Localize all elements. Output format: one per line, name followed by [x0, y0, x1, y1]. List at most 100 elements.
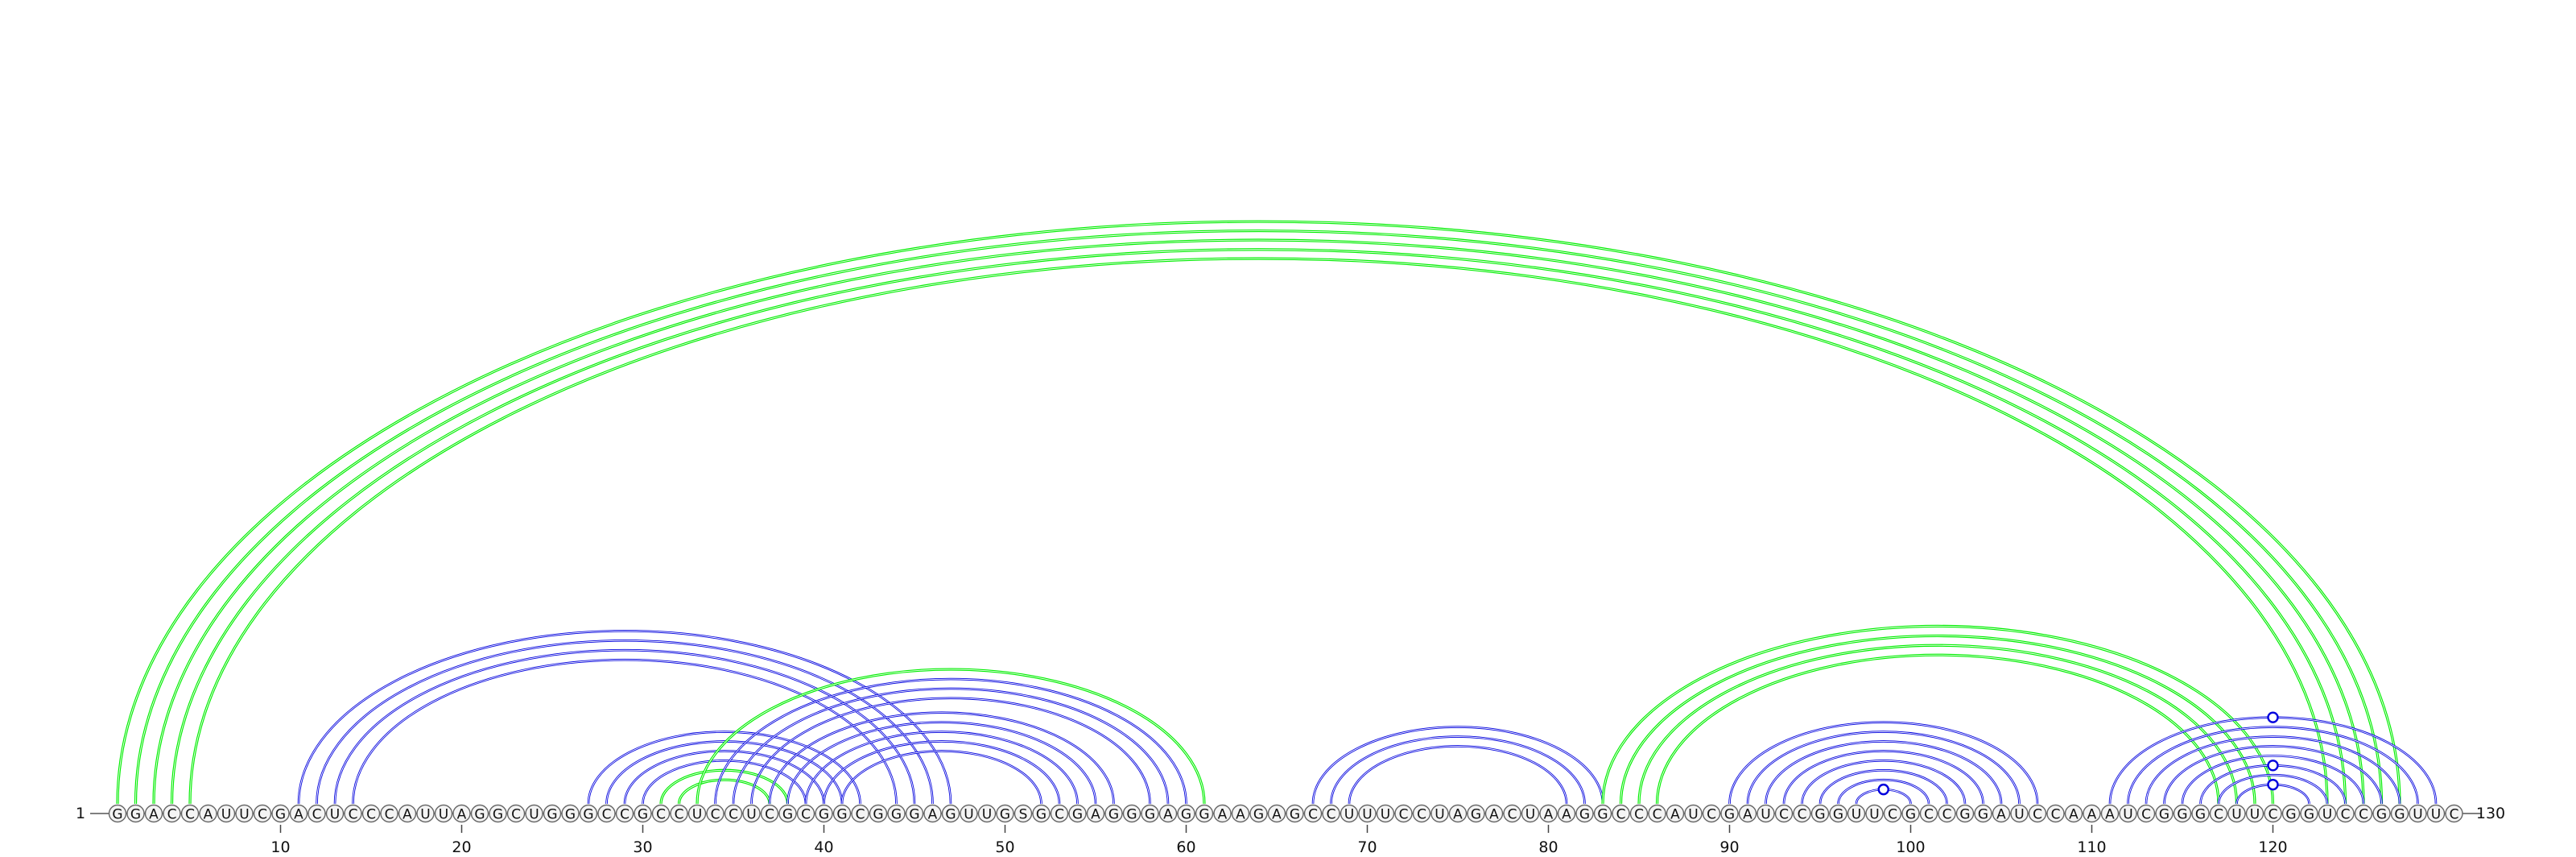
nucleotide-circle — [2083, 804, 2101, 823]
nucleotide-56: G — [1104, 804, 1123, 823]
nucleotide-circle — [1810, 804, 1830, 823]
nucleotide-circle — [1448, 804, 1468, 823]
nucleotide-circle — [1032, 804, 1051, 823]
nucleotide-5: C — [180, 804, 200, 823]
nucleotide-circle — [108, 804, 127, 823]
arc-core-34-60 — [715, 678, 1187, 805]
nucleotide-41: G — [832, 804, 852, 823]
pseudoknot-arc-84-119 — [1619, 634, 2256, 805]
nucleotide-letter: A — [1163, 807, 1173, 823]
arc-core-41-52 — [841, 750, 1042, 805]
nucleotide-letter: C — [2141, 807, 2151, 823]
nucleotide-circle — [2245, 804, 2264, 823]
nucleotide-letter: G — [1108, 807, 1119, 823]
axis-tick-label-30: 30 — [633, 838, 652, 856]
arc-core-27-42 — [588, 731, 861, 805]
nucleotide-circle — [2264, 804, 2282, 823]
nucleotide-44: G — [887, 804, 906, 823]
nucleotide-letter: A — [1272, 807, 1282, 823]
nucleotide-letter: G — [1959, 807, 1970, 823]
nucleotide-letter: U — [1869, 807, 1879, 823]
nucleotide-letter: A — [1236, 807, 1245, 823]
arc-core-83-120 — [1602, 625, 2273, 805]
nucleotide-letter: G — [547, 807, 557, 823]
nucleotide-circle — [2010, 804, 2029, 823]
nucleotide-letter: C — [2268, 807, 2278, 823]
nucleotide-118: U — [2227, 804, 2246, 823]
nucleotide-letter: C — [1924, 807, 1934, 823]
nucleotide-111: A — [2100, 804, 2120, 823]
noncanonical-marker-116-124 — [2267, 760, 2279, 772]
nucleotide-letter: G — [1833, 807, 1843, 823]
nucleotide-letter: C — [1308, 807, 1318, 823]
nucleotide-circle — [2046, 804, 2065, 823]
nucleotide-circle — [1267, 804, 1286, 823]
nucleotide-letter: G — [836, 807, 847, 823]
nucleotide-38: G — [778, 804, 797, 823]
nucleotide-letter: U — [221, 807, 231, 823]
nucleotide-circle — [1666, 804, 1685, 823]
nucleotide-letter: U — [1362, 807, 1372, 823]
nucleotide-94: C — [1793, 804, 1811, 823]
nucleotide-circle — [2155, 804, 2174, 823]
nucleotide-circle — [996, 804, 1014, 823]
nucleotide-letter: S — [1019, 807, 1028, 823]
axis-tick-label-110: 110 — [2077, 838, 2106, 856]
nucleotide-letter: A — [1489, 807, 1499, 823]
nucleotide-80: A — [1539, 804, 1558, 823]
nucleotide-circle — [1394, 804, 1413, 823]
arc-core-95-102 — [1819, 769, 1947, 805]
nucleotide-letter: U — [746, 807, 756, 823]
nucleotide-circle — [506, 804, 526, 823]
nucleotide-letter: G — [275, 807, 286, 823]
nucleotide-circle — [1322, 804, 1340, 823]
nucleotide-88: U — [1684, 804, 1703, 823]
nucleotide-letter: C — [258, 807, 267, 823]
arc-core-35-59 — [733, 688, 1169, 805]
nucleotide-circle — [1286, 804, 1304, 823]
nucleotide-18: U — [416, 804, 435, 823]
axis-tick-label-120: 120 — [2258, 838, 2287, 856]
nucleotide-67: C — [1303, 804, 1323, 823]
nucleotide-letter: G — [493, 807, 503, 823]
nucleotide-letter: C — [349, 807, 358, 823]
nucleotide-circle — [1974, 804, 1992, 823]
nucleotide-33: U — [687, 804, 707, 823]
arc-core-112-128 — [2128, 727, 2418, 805]
nucleotide-letter: G — [2177, 807, 2187, 823]
nucleotide-89: C — [1702, 804, 1721, 823]
nucleotide-letter: A — [1453, 807, 1463, 823]
nucleotide-30: G — [634, 804, 652, 823]
nucleotide-circle — [1575, 804, 1594, 823]
nucleotide-119: U — [2245, 804, 2264, 823]
nucleotide-circle — [543, 804, 562, 823]
pseudoknot-arc-2-126 — [134, 229, 2384, 805]
nucleotide-letter: A — [928, 807, 938, 823]
nucleotide-circle — [1593, 804, 1612, 823]
nucleotide-circle — [217, 804, 236, 823]
arc-core-5-123 — [189, 258, 2328, 805]
nucleotide-114: G — [2155, 804, 2174, 823]
nucleotide-circle — [1720, 804, 1739, 823]
nucleotide-2: G — [126, 804, 145, 823]
nucleotide-circle — [126, 804, 145, 823]
arc-core-36-58 — [751, 698, 1150, 805]
nucleotide-60: G — [1177, 804, 1195, 823]
base-pair-arc-12-46 — [316, 639, 934, 805]
nucleotide-77: A — [1484, 804, 1504, 823]
noncanonical-marker-111-129 — [2267, 711, 2279, 723]
nucleotide-letter: C — [1055, 807, 1064, 823]
nucleotide-109: A — [2064, 804, 2083, 823]
axis-tick-label-50: 50 — [995, 838, 1014, 856]
nucleotide-circle — [1992, 804, 2011, 823]
nucleotide-letter: A — [2069, 807, 2079, 823]
nucleotide-circle — [253, 804, 272, 823]
nucleotide-letter: G — [1126, 807, 1137, 823]
arc-core-32-37 — [679, 779, 770, 805]
nucleotide-letter: G — [1036, 807, 1046, 823]
nucleotide-letter: U — [1381, 807, 1390, 823]
arc-core-96-101 — [1838, 779, 1930, 805]
nucleotide-21: G — [470, 804, 489, 823]
nucleotide-circle — [2281, 804, 2301, 823]
nucleotide-124: C — [2336, 804, 2355, 823]
